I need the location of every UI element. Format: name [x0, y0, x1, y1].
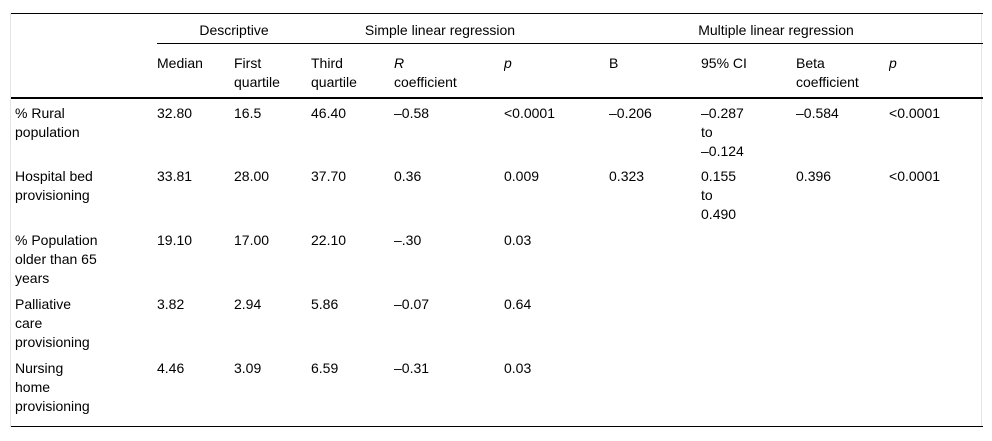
- table-cell: –.30: [394, 231, 422, 248]
- p-symbol: p: [889, 55, 897, 71]
- corner-blank-cell: [11, 14, 157, 44]
- table-row-palliative-care: Palliative care provisioning 3.82 2.94 5…: [11, 290, 983, 354]
- table-cell: [796, 354, 889, 427]
- p-symbol: p: [504, 55, 512, 71]
- table-cell: –0.287 to –0.124: [701, 104, 744, 159]
- table-row-hospital-bed: Hospital bed provisioning 33.81 28.00 37…: [11, 162, 983, 226]
- table-cell: 46.40: [311, 104, 347, 121]
- table-cell: –0.31: [394, 359, 430, 376]
- table-cell: 19.10: [157, 231, 193, 248]
- table-cell: –0.584: [796, 104, 839, 121]
- row-label: Palliative care provisioning: [15, 295, 90, 350]
- table-cell: [796, 226, 889, 290]
- row-label: % Population older than 65 years: [15, 231, 98, 286]
- table-cell: 2.94: [234, 295, 262, 312]
- group-header-multiple-linear-regression: Multiple linear regression: [609, 13, 984, 44]
- table-cell: 22.10: [311, 231, 347, 248]
- table-cell: –0.206: [609, 104, 652, 121]
- table-cell: [701, 226, 796, 290]
- table-cell: 33.81: [157, 167, 193, 184]
- r-symbol: R: [394, 55, 405, 71]
- column-header-p-multiple: p: [889, 43, 984, 99]
- table-cell: 0.03: [504, 231, 532, 248]
- table-cell: 4.46: [157, 359, 185, 376]
- group-header-row: Descriptive Simple linear regression Mul…: [11, 13, 984, 44]
- table-cell: 0.396: [796, 167, 832, 184]
- table-cell: <0.0001: [504, 104, 555, 121]
- table-cell: [796, 290, 889, 354]
- column-header-first-quartile: First quartile: [234, 43, 311, 99]
- table-cell: [609, 290, 701, 354]
- table-cell: [609, 354, 701, 427]
- column-header-third-quartile: Third quartile: [311, 43, 394, 99]
- table-cell: 0.03: [504, 359, 532, 376]
- table-cell: 0.323: [609, 167, 645, 184]
- table-cell: 6.59: [311, 359, 339, 376]
- table-cell: [701, 290, 796, 354]
- table-cell: 28.00: [234, 167, 270, 184]
- table-cell: 16.5: [234, 104, 262, 121]
- table-cell: [889, 226, 983, 290]
- table-row-nursing-home: Nursing home provisioning 4.46 3.09 6.59…: [11, 354, 983, 427]
- table-cell: [701, 354, 796, 427]
- table-cell: 32.80: [157, 104, 193, 121]
- r-coefficient-label: coefficient: [394, 74, 457, 90]
- table-cell: 0.009: [504, 167, 540, 184]
- table-cell: [889, 290, 983, 354]
- row-label: Nursing home provisioning: [15, 359, 90, 414]
- table-row-rural-population: % Rural population 32.80 16.5 46.40 –0.5…: [11, 98, 983, 162]
- table-cell: 37.70: [311, 167, 347, 184]
- table-cell: 0.64: [504, 295, 532, 312]
- table-cell: 3.82: [157, 295, 185, 312]
- table-cell: 5.86: [311, 295, 339, 312]
- column-header-p-simple: p: [504, 43, 610, 99]
- table-cell: [889, 354, 983, 427]
- table-cell: –0.07: [394, 295, 430, 312]
- row-label: Hospital bed provisioning: [15, 167, 93, 203]
- table-cell: 0.36: [394, 167, 422, 184]
- group-header-descriptive: Descriptive: [157, 13, 311, 44]
- table-cell: <0.0001: [889, 104, 941, 121]
- table-cell: <0.0001: [889, 167, 941, 184]
- table-cell: 0.155 to 0.490: [701, 167, 737, 222]
- column-header-b: B: [609, 43, 702, 99]
- table-figure: Descriptive Simple linear regression Mul…: [10, 13, 984, 427]
- table-cell: [609, 226, 701, 290]
- column-header-95-ci: 95% CI: [701, 43, 797, 99]
- column-header-beta-coefficient: Beta coefficient: [796, 43, 890, 99]
- table-cell: 17.00: [234, 231, 270, 248]
- row-label: % Rural population: [15, 104, 80, 140]
- table-cell: –0.58: [394, 104, 430, 121]
- table-cell: 3.09: [234, 359, 262, 376]
- column-header-median: Median: [157, 43, 234, 99]
- group-header-simple-linear-regression: Simple linear regression: [311, 13, 610, 44]
- row-label-header-blank: [11, 43, 157, 99]
- table-row-population-older-65: % Population older than 65 years 19.10 1…: [11, 226, 983, 290]
- regression-table: Descriptive Simple linear regression Mul…: [11, 13, 984, 427]
